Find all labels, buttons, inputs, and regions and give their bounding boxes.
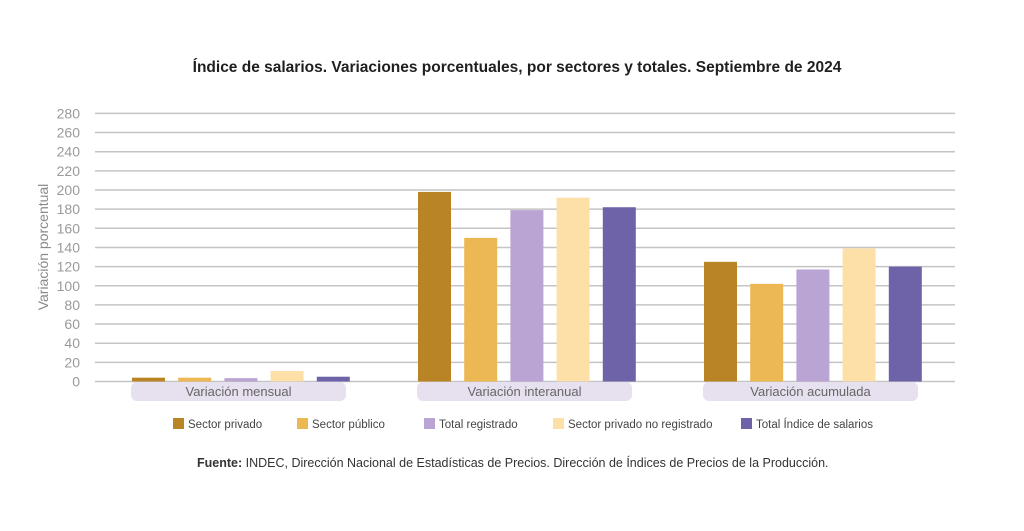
- legend-label: Sector privado no registrado: [568, 419, 712, 431]
- y-tick-label: 220: [57, 163, 81, 179]
- category-labels: Variación mensual Variación interanual Var…: [131, 382, 918, 401]
- category-label-bg: [417, 382, 632, 401]
- y-tick-label: 40: [64, 335, 80, 351]
- legend-swatch: [424, 418, 435, 429]
- bar: [556, 197, 590, 382]
- y-tick-label: 280: [57, 105, 81, 121]
- category-label-bg: [703, 382, 918, 401]
- y-tick-label: 160: [57, 220, 81, 236]
- legend-label: Sector público: [312, 419, 385, 431]
- bar: [418, 191, 451, 382]
- y-tick-label: 240: [57, 144, 81, 160]
- legend-swatch: [297, 418, 308, 429]
- bar: [750, 283, 784, 382]
- y-tick-label: 200: [57, 182, 81, 198]
- x-tick-label: Variación mensual: [186, 384, 292, 399]
- bar: [842, 248, 876, 382]
- y-axis-ticks: 0 20 40 60 80 100 120 140 160 180 200 220 240 260 280: [57, 105, 81, 389]
- bar: [132, 377, 165, 382]
- y-tick-label: 120: [57, 259, 81, 275]
- y-tick-label: 260: [57, 125, 81, 141]
- source-prefix: Fuente:: [197, 456, 243, 470]
- chart-title: Índice de salarios. Variaciones porcentu…: [193, 59, 842, 76]
- y-tick-label: 20: [64, 354, 80, 370]
- legend: Sector privado Sector público Total regist…: [173, 418, 873, 431]
- bar: [178, 377, 212, 382]
- bar: [510, 210, 544, 382]
- legend-swatch: [173, 418, 184, 429]
- legend-label: Total registrado: [439, 419, 518, 431]
- legend-swatch: [553, 418, 564, 429]
- bar: [270, 370, 304, 382]
- y-tick-label: 100: [57, 278, 81, 294]
- bar: [704, 261, 737, 382]
- bar: [602, 207, 636, 382]
- bars: [132, 191, 922, 382]
- y-axis-label: Variación porcentual: [35, 184, 51, 311]
- bar: [888, 266, 922, 382]
- bar: [796, 269, 830, 382]
- y-tick-label: 180: [57, 201, 81, 217]
- x-tick-label: Variación acumulada: [750, 384, 871, 399]
- y-tick-label: 0: [72, 374, 80, 390]
- y-tick-label: 140: [57, 239, 81, 255]
- x-tick-label: Variación interanual: [468, 384, 582, 399]
- bar: [316, 376, 350, 382]
- legend-label: Total Índice de salarios: [756, 418, 873, 431]
- bar: [224, 378, 258, 382]
- legend-label: Sector privado: [188, 419, 262, 431]
- y-tick-label: 60: [64, 316, 80, 332]
- legend-swatch: [741, 418, 752, 429]
- category-label-bg: [131, 382, 346, 401]
- source-text: INDEC, Dirección Nacional de Estadística…: [242, 456, 829, 470]
- bar: [464, 237, 498, 382]
- y-tick-label: 80: [64, 297, 80, 313]
- source-note: Fuente: INDEC, Dirección Nacional de Est…: [197, 456, 829, 470]
